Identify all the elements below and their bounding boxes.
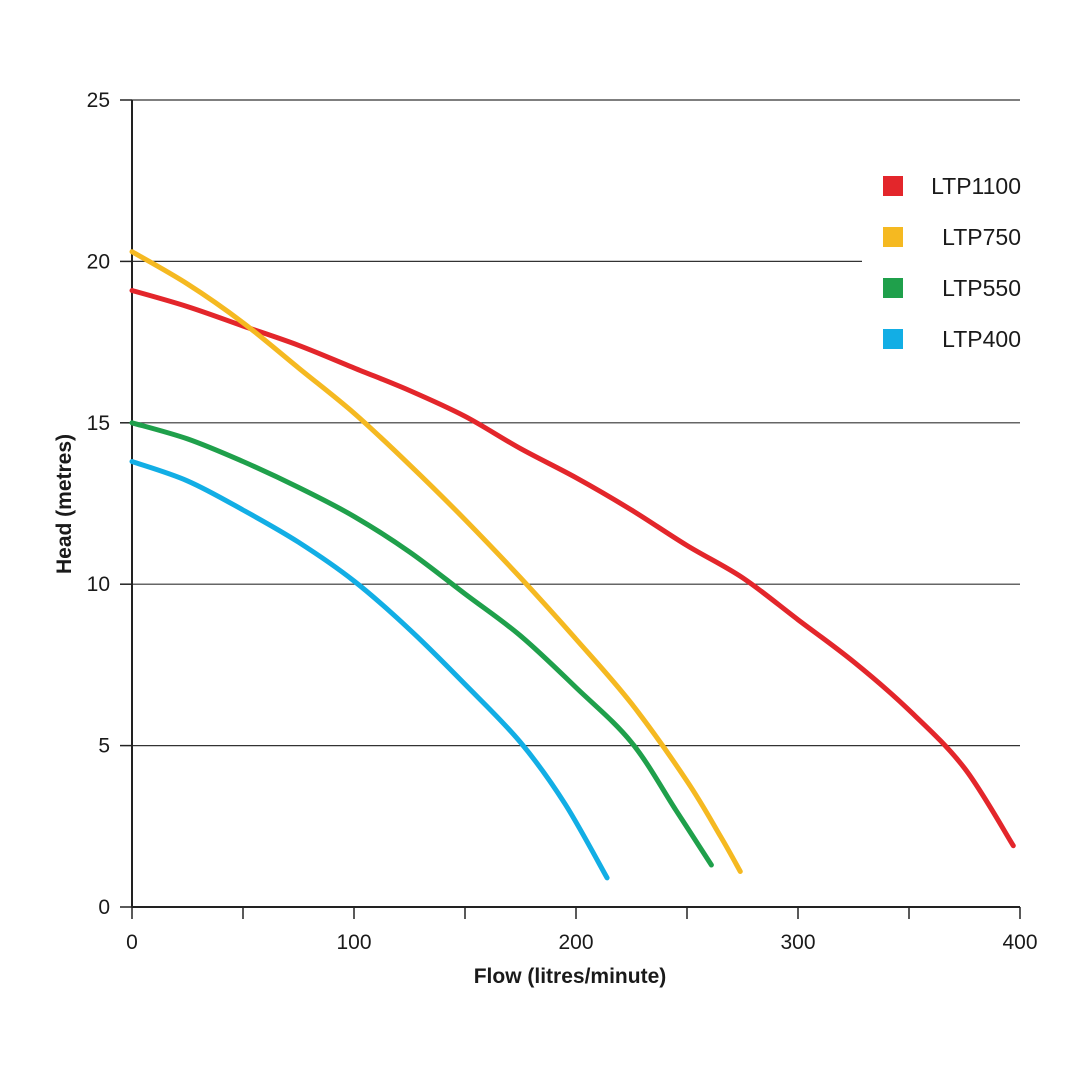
legend: LTP1100 LTP750 LTP550 LTP400 [883,173,1021,352]
legend-label-ltp750: LTP750 [942,224,1021,250]
series-line-ltp400 [129,459,610,881]
legend-label-ltp400: LTP400 [942,326,1021,352]
x-tick-label: 300 [780,931,815,954]
x-tick-label: 200 [558,931,593,954]
series-lines [129,249,1016,881]
y-tick-label: 20 [87,250,110,273]
legend-label-ltp550: LTP550 [942,275,1021,301]
legend-swatch-ltp400 [883,329,903,349]
series-line-ltp550 [129,420,714,868]
y-tick-label: 25 [87,89,110,112]
x-axis-title: Flow (litres/minute) [474,965,667,988]
tick-labels: 0 5 10 15 20 25 0 100 200 300 400 [87,89,1038,954]
x-tick-label: 0 [126,931,138,954]
y-tick-label: 5 [98,735,110,758]
legend-label-ltp1100: LTP1100 [931,173,1021,199]
y-axis-title: Head (metres) [53,434,76,574]
x-tick-label: 100 [336,931,371,954]
series-line-ltp1100 [129,288,1016,849]
axes [120,99,1021,919]
y-tick-label: 0 [98,896,110,919]
series-line-ltp750 [129,249,743,874]
legend-swatch-ltp550 [883,278,903,298]
legend-swatch-ltp750 [883,227,903,247]
x-tick-label: 400 [1002,931,1037,954]
y-tick-label: 10 [87,573,110,596]
legend-swatch-ltp1100 [883,176,903,196]
y-tick-label: 15 [87,412,110,435]
